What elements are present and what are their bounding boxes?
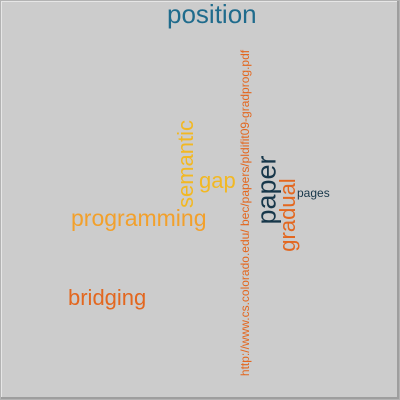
word-url: http://www.cs.colorado.edu/ bec/papers/p… <box>238 49 252 377</box>
word-pages: pages <box>297 186 330 200</box>
word-position: position <box>167 0 257 29</box>
word-gap: gap <box>199 168 236 193</box>
word-bridging: bridging <box>68 285 147 310</box>
word-semantic: semantic <box>173 119 198 209</box>
word-programming: programming <box>71 205 207 231</box>
word-gradual: gradual <box>275 178 300 252</box>
